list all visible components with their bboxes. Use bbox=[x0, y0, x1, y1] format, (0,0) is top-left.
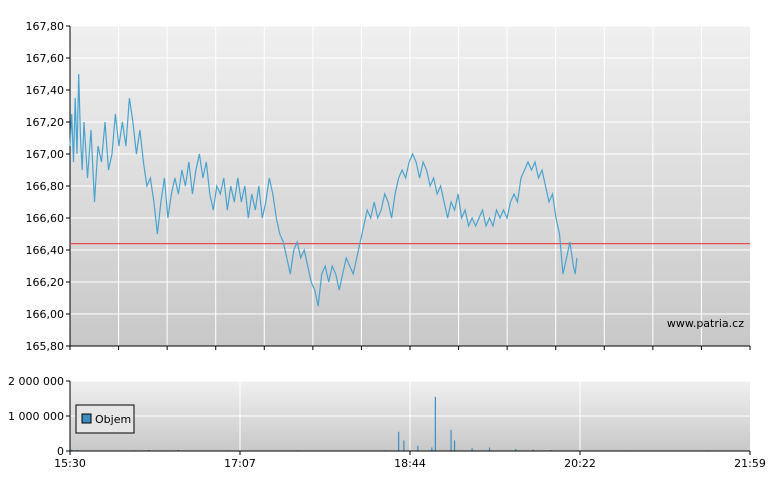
volume-bar bbox=[471, 448, 473, 451]
price-y-tick-label: 167,00 bbox=[26, 148, 65, 161]
price-y-tick-label: 166,20 bbox=[26, 276, 65, 289]
price-y-tick-label: 167,40 bbox=[26, 84, 65, 97]
price-y-tick-label: 166,80 bbox=[26, 180, 65, 193]
volume-x-tick-label: 18:44 bbox=[394, 457, 426, 470]
volume-bar bbox=[398, 431, 400, 451]
volume-x-tick-label: 17:07 bbox=[224, 457, 256, 470]
watermark: www.patria.cz bbox=[667, 317, 744, 330]
volume-bar bbox=[148, 449, 150, 451]
volume-bar bbox=[488, 447, 491, 451]
volume-bar bbox=[532, 449, 534, 451]
volume-bar bbox=[453, 440, 456, 451]
volume-y-tick-label: 1 000 000 bbox=[8, 410, 64, 423]
volume-bar bbox=[177, 449, 179, 451]
price-grid bbox=[70, 25, 750, 347]
volume-x-axis: 15:30 17:07 18:44 20:22 21:59 bbox=[54, 450, 766, 470]
price-y-tick-label: 167,20 bbox=[26, 116, 65, 129]
price-x-ticks bbox=[69, 345, 751, 350]
price-y-axis: 165,80 166,00 166,20 166,40 166,60 166,80 167,… bbox=[26, 20, 71, 353]
price-y-tick-label: 166,00 bbox=[26, 308, 65, 321]
volume-bar bbox=[434, 396, 436, 451]
volume-bar bbox=[71, 449, 73, 451]
volume-bar bbox=[550, 449, 552, 451]
volume-x-tick-label: 20:22 bbox=[564, 457, 596, 470]
price-y-tick-label: 167,80 bbox=[26, 20, 65, 33]
price-y-tick-label: 165,80 bbox=[26, 340, 65, 353]
price-series-line bbox=[69, 73, 578, 307]
price-y-tick-label: 167,60 bbox=[26, 52, 65, 65]
price-y-tick-label: 166,60 bbox=[26, 212, 65, 225]
volume-bar bbox=[515, 448, 517, 451]
legend-label: Objem bbox=[95, 413, 131, 426]
volume-y-axis: 0 1 000 000 2 000 000 bbox=[8, 375, 71, 458]
volume-bar bbox=[417, 445, 419, 451]
legend-swatch bbox=[81, 413, 92, 424]
volume-y-tick-label: 0 bbox=[57, 445, 64, 458]
volume-bar bbox=[431, 447, 433, 451]
volume-x-tick-label: 15:30 bbox=[54, 457, 86, 470]
volume-bar bbox=[403, 440, 405, 451]
price-y-tick-label: 166,40 bbox=[26, 244, 65, 257]
volume-y-tick-label: 2 000 000 bbox=[8, 375, 64, 388]
volume-bar bbox=[450, 430, 452, 451]
volume-x-tick-label: 21:59 bbox=[734, 457, 766, 470]
volume-bar bbox=[76, 449, 78, 451]
volume-legend: Objem bbox=[75, 404, 135, 434]
